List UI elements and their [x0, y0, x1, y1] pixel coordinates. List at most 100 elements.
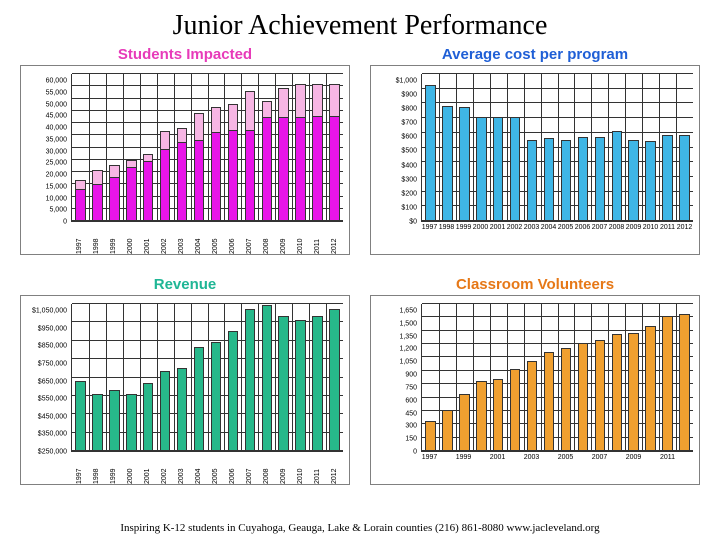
xtick: 2011 — [309, 454, 326, 484]
xtick: 2009 — [625, 224, 642, 231]
ytick: 25,000 — [21, 160, 67, 167]
xtick: 1997 — [421, 224, 438, 231]
ytick: $900 — [371, 92, 417, 99]
bar-slot — [241, 304, 258, 451]
xtick: 1999 — [105, 454, 122, 484]
ytick: $600 — [371, 134, 417, 141]
bar-slot — [157, 74, 174, 221]
ytick: 450 — [371, 410, 417, 417]
xtick: 1998 — [88, 224, 105, 254]
footer-text: Inspiring K-12 students in Cuyahoga, Gea… — [0, 522, 720, 534]
bar-slot — [174, 304, 191, 451]
xtick — [472, 454, 489, 461]
xtick: 2006 — [574, 224, 591, 231]
xtick: 2003 — [173, 454, 190, 484]
bar-slot — [625, 74, 642, 221]
bar-slot — [72, 74, 89, 221]
bar-slot — [106, 74, 123, 221]
students-chart: 60,00055,00050,00045,00040,00035,00030,0… — [20, 65, 350, 255]
xtick: 2012 — [326, 224, 343, 254]
ytick: $700 — [371, 120, 417, 127]
ytick: $450,000 — [21, 413, 67, 420]
bar-slot — [191, 74, 208, 221]
ytick: 750 — [371, 384, 417, 391]
xtick — [676, 454, 693, 461]
xtick: 2012 — [676, 224, 693, 231]
ytick: 600 — [371, 397, 417, 404]
xtick: 2012 — [326, 454, 343, 484]
ytick: $1,050,000 — [21, 308, 67, 315]
xtick: 2003 — [523, 224, 540, 231]
ytick: 900 — [371, 372, 417, 379]
xtick: 2008 — [608, 224, 625, 231]
xtick: 2004 — [190, 454, 207, 484]
ytick: 45,000 — [21, 113, 67, 120]
bar-slot — [157, 304, 174, 451]
bar-slot — [473, 74, 490, 221]
bar-slot — [224, 74, 241, 221]
xtick: 2001 — [489, 454, 506, 461]
ytick: $250,000 — [21, 449, 67, 456]
cost-chart: $1,000$900$800$700$600$500$400$300$200$1… — [370, 65, 700, 255]
bar-slot — [89, 304, 106, 451]
xtick: 2009 — [625, 454, 642, 461]
bar-slot — [558, 74, 575, 221]
ytick: $400 — [371, 162, 417, 169]
bar-slot — [309, 74, 326, 221]
xtick — [506, 454, 523, 461]
ytick: 1,200 — [371, 346, 417, 353]
xtick: 2001 — [139, 224, 156, 254]
xtick: 2002 — [156, 224, 173, 254]
xtick: 2008 — [258, 454, 275, 484]
bar-slot — [422, 74, 439, 221]
bar-slot — [473, 304, 490, 451]
xtick: 2011 — [659, 224, 676, 231]
ytick: $750,000 — [21, 360, 67, 367]
xtick: 2010 — [642, 224, 659, 231]
bar-slot — [258, 304, 275, 451]
xtick: 2001 — [139, 454, 156, 484]
students-title: Students Impacted — [10, 46, 360, 63]
xtick: 2008 — [258, 224, 275, 254]
bar-slot — [258, 74, 275, 221]
xtick: 2007 — [591, 454, 608, 461]
bar-slot — [642, 304, 659, 451]
bar-slot — [608, 74, 625, 221]
xtick: 2002 — [506, 224, 523, 231]
bar-slot — [292, 304, 309, 451]
xtick: 2007 — [591, 224, 608, 231]
bar-slot — [591, 304, 608, 451]
bar-slot — [275, 304, 292, 451]
bar-slot — [608, 304, 625, 451]
ytick: $650,000 — [21, 378, 67, 385]
bar-slot — [574, 304, 591, 451]
bar-slot — [659, 74, 676, 221]
bar-slot — [591, 74, 608, 221]
volunteers-chart: 1,6501,5001,3501,2001,050900750600450300… — [370, 295, 700, 485]
xtick: 2005 — [207, 454, 224, 484]
xtick — [608, 454, 625, 461]
bar-slot — [524, 74, 541, 221]
xtick: 1999 — [105, 224, 122, 254]
bar-slot — [507, 74, 524, 221]
ytick: 10,000 — [21, 195, 67, 202]
xtick: 2004 — [190, 224, 207, 254]
xtick: 2007 — [241, 454, 258, 484]
bar-slot — [208, 74, 225, 221]
xtick: 1999 — [455, 224, 472, 231]
xtick: 2010 — [292, 454, 309, 484]
page-title: Junior Achievement Performance — [0, 0, 720, 46]
xtick: 2009 — [275, 224, 292, 254]
ytick: 1,650 — [371, 308, 417, 315]
xtick: 2011 — [659, 454, 676, 461]
bar-slot — [490, 74, 507, 221]
ytick: 0 — [371, 448, 417, 455]
bar-slot — [524, 304, 541, 451]
xtick: 2005 — [207, 224, 224, 254]
xtick: 1997 — [421, 454, 438, 461]
bar-slot — [676, 304, 693, 451]
xtick: 2006 — [224, 224, 241, 254]
ytick: 20,000 — [21, 172, 67, 179]
bar-slot — [456, 74, 473, 221]
xtick: 2005 — [557, 454, 574, 461]
